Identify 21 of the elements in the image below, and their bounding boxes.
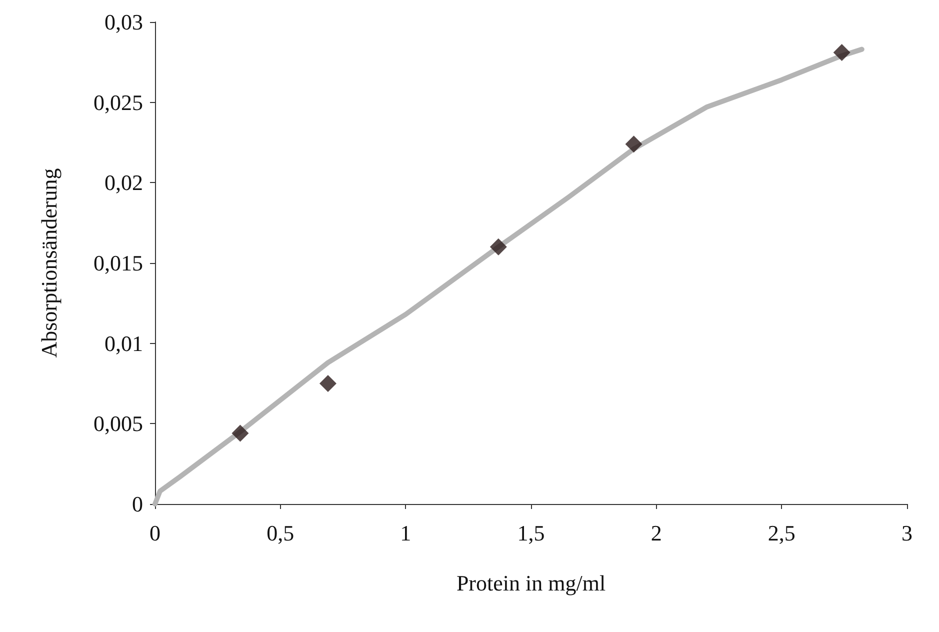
x-tick-label: 1,5 [517, 520, 545, 546]
x-tick-label: 2 [650, 520, 662, 546]
x-tick-label: 2,5 [768, 520, 796, 546]
y-tick-label: 0,005 [94, 411, 143, 436]
x-tick-label: 0 [150, 520, 160, 546]
y-tick-label: 0,025 [94, 90, 143, 115]
y-axis-title: Absorptionsänderung [36, 168, 62, 358]
point [232, 424, 249, 442]
point [319, 375, 336, 392]
point [490, 238, 507, 256]
y-tick-label: 0,015 [94, 250, 143, 276]
y-tick-label: 0,01 [104, 330, 143, 356]
x-axis-title: Protein in mg/ml [456, 570, 606, 596]
y-tick-label: 0,02 [104, 170, 143, 196]
x-tick-label: 1 [400, 520, 412, 546]
point [625, 136, 642, 153]
y-tick-label: 0,03 [104, 10, 143, 34]
y-tick-label: 0 [132, 492, 143, 516]
x-tick-label: 0,5 [266, 520, 294, 546]
point [833, 44, 850, 62]
x-tick-label: 3 [902, 520, 912, 546]
